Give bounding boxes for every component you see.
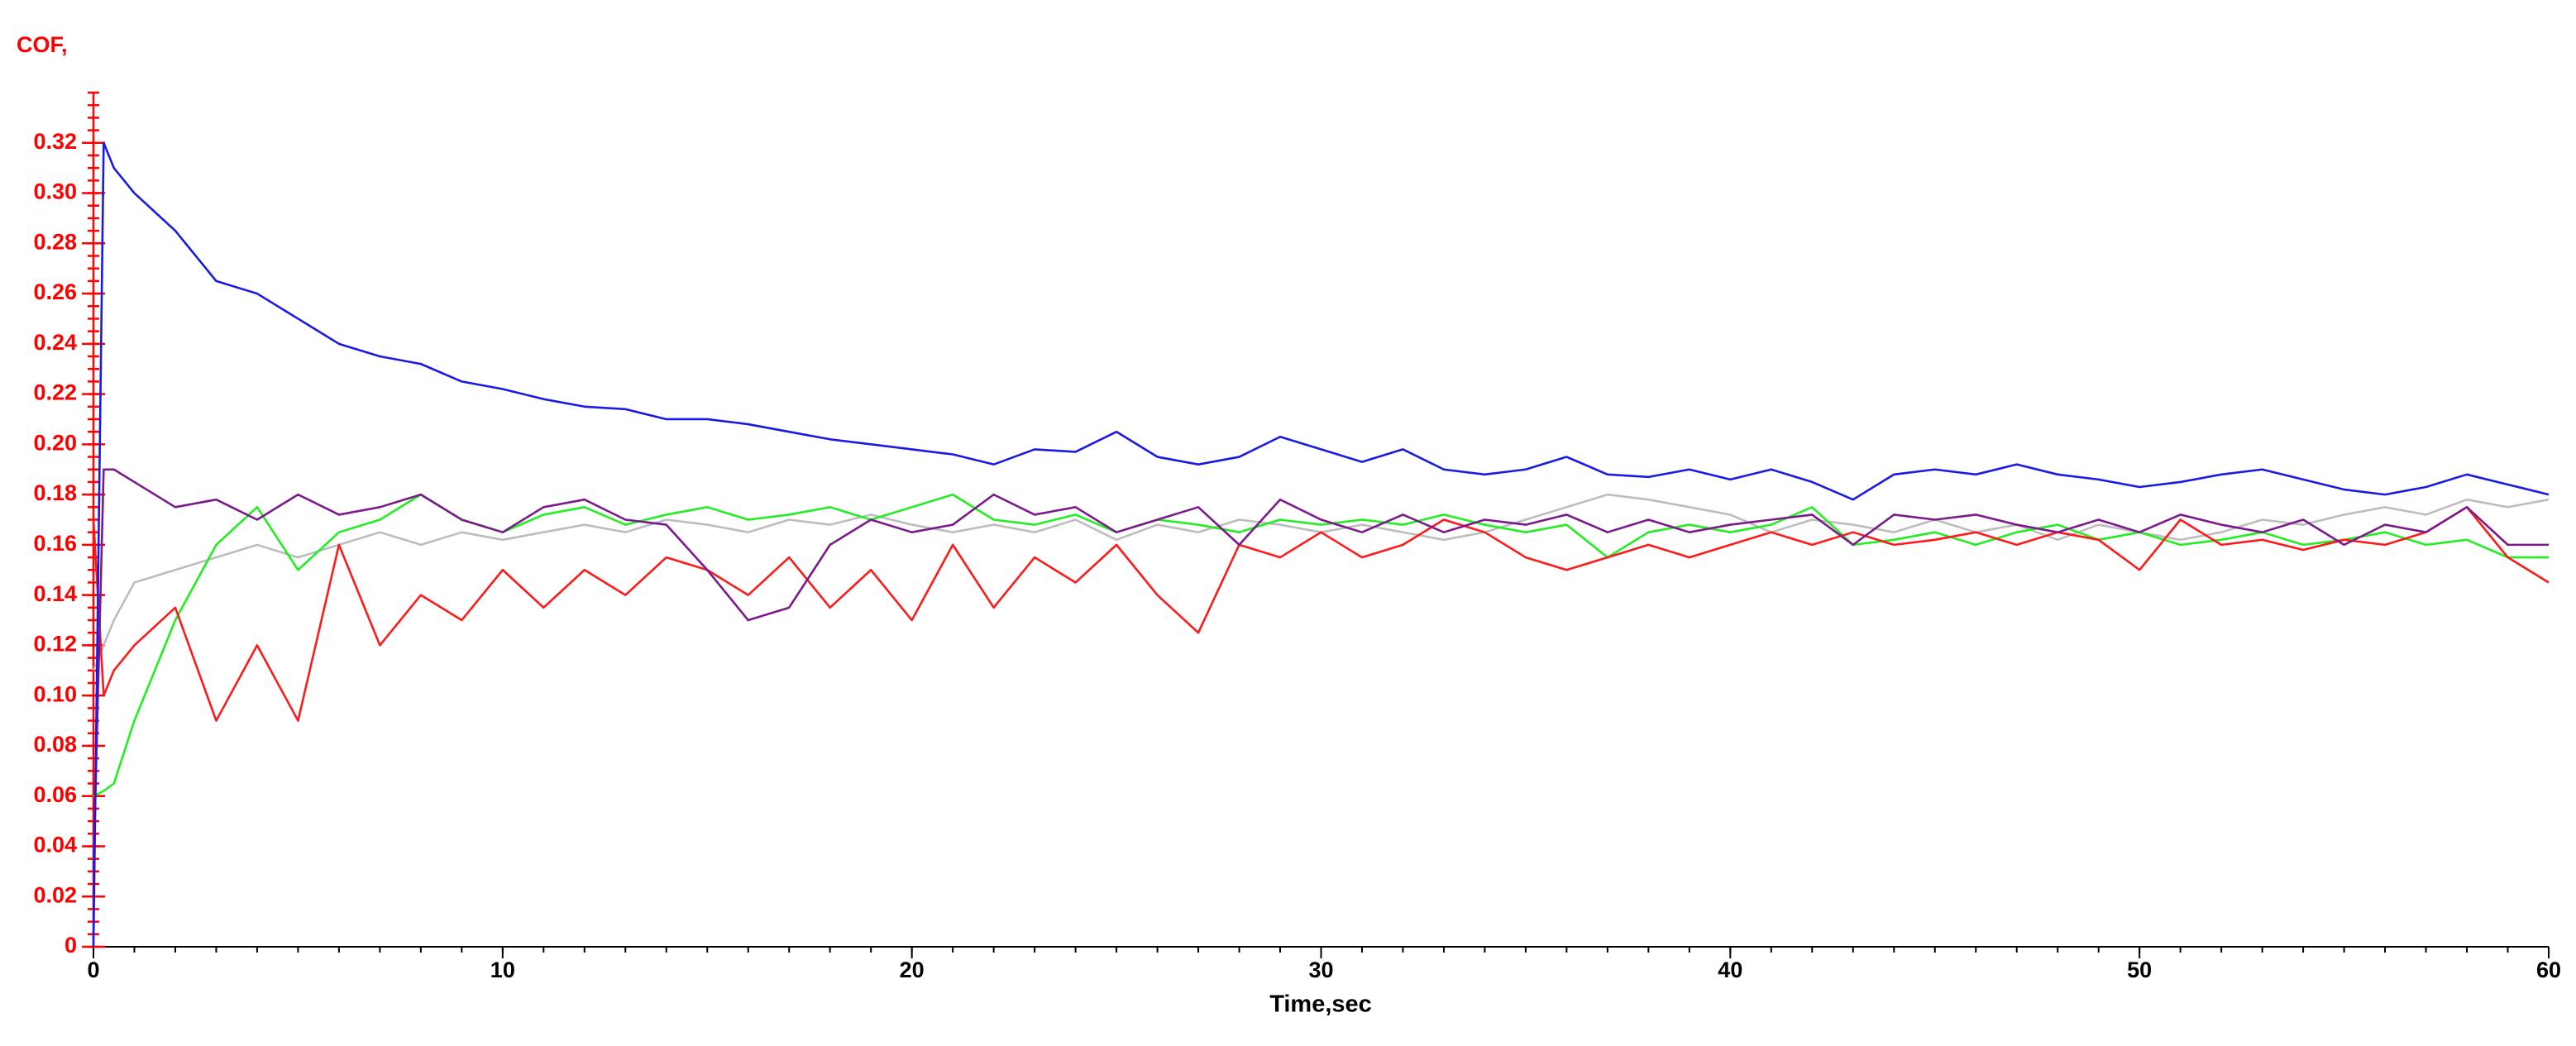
y-tick-label: 0.10 [33, 681, 77, 706]
y-tick-label: 0.04 [33, 833, 77, 857]
series-line [92, 468, 2549, 872]
y-tick-label: 0 [65, 933, 77, 958]
x-axis-title: Time,sec [1269, 991, 1372, 1018]
y-tick-label: 0.16 [33, 531, 77, 556]
y-tick-label: 0.02 [33, 882, 77, 907]
y-tick-label: 0.28 [33, 229, 77, 254]
y-tick-label: 0.18 [33, 480, 77, 505]
y-tick-label: 0.20 [33, 430, 77, 455]
x-tick-label: 30 [1308, 958, 1333, 982]
y-tick-label: 0.32 [33, 129, 77, 154]
x-tick-label: 40 [1718, 958, 1742, 982]
y-tick-label: 0.24 [33, 330, 77, 355]
y-tick-label: 0.14 [33, 581, 77, 606]
x-tick-label: 0 [87, 958, 99, 982]
series-line [92, 141, 2550, 948]
x-tick-label: 10 [490, 958, 515, 982]
series-line [92, 493, 2550, 671]
y-tick-label: 0.08 [33, 732, 77, 757]
x-tick-label: 20 [900, 958, 925, 982]
y-tick-label: 0.22 [33, 380, 77, 405]
y-tick-label: 0.30 [33, 179, 77, 204]
y-tick-label: 0.12 [33, 632, 77, 657]
y-tick-label: 0.26 [33, 279, 77, 304]
x-tick-label: 50 [2127, 958, 2152, 982]
y-axis-title: COF, [17, 32, 68, 57]
x-tick-label: 60 [2536, 958, 2561, 982]
y-tick-label: 0.06 [33, 782, 77, 807]
series-line [92, 506, 2550, 722]
